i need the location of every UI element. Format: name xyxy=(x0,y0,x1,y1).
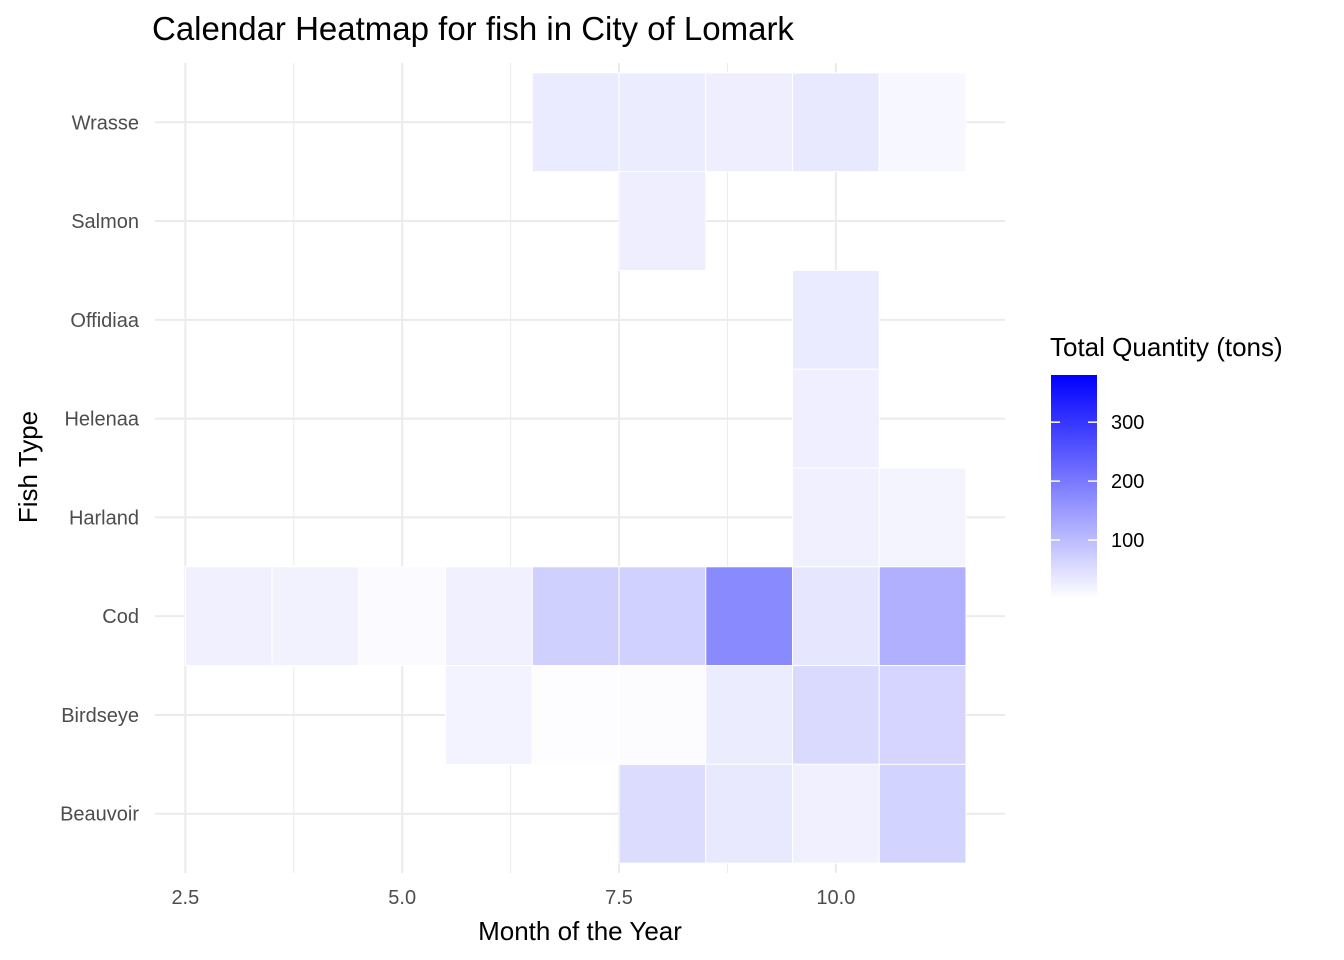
heatmap-cell xyxy=(618,171,707,271)
x-axis-ticks: 2.5 5.0 7.5 10.0 xyxy=(171,887,855,909)
heatmap-cell xyxy=(184,566,273,667)
legend: Total Quantity (tons) 100 200 300 xyxy=(1050,332,1283,599)
y-tick-label: Cod xyxy=(102,606,139,628)
legend-color-bar xyxy=(1051,375,1097,599)
x-tick-label: 2.5 xyxy=(171,887,199,909)
heatmap-cell xyxy=(531,665,620,765)
heatmap-cell xyxy=(358,566,447,667)
heatmap-cell xyxy=(618,566,707,667)
chart-title: Calendar Heatmap for fish in City of Lom… xyxy=(152,10,794,47)
legend-tick-label: 300 xyxy=(1111,412,1144,434)
heatmap-cell xyxy=(792,368,880,469)
heatmap-cell xyxy=(618,665,707,765)
y-tick-label: Birdseye xyxy=(61,705,139,727)
heatmap-cell xyxy=(618,72,707,173)
y-tick-label: Helenaa xyxy=(64,409,139,431)
heatmap-cell xyxy=(878,566,967,667)
heatmap-cell xyxy=(792,467,880,568)
y-tick-label: Wrasse xyxy=(72,112,139,134)
x-axis-title: Month of the Year xyxy=(478,916,682,946)
legend-title: Total Quantity (tons) xyxy=(1050,332,1283,362)
heatmap-cell xyxy=(445,665,533,765)
heatmap-cell xyxy=(531,72,620,173)
x-tick-label: 5.0 xyxy=(388,887,416,909)
x-tick-label: 10.0 xyxy=(816,887,855,909)
heatmap-cell xyxy=(705,566,794,667)
heatmap-cell xyxy=(878,72,967,173)
heatmap-cell xyxy=(792,665,880,765)
heatmap-cell xyxy=(705,72,794,173)
heatmap-cell xyxy=(531,566,620,667)
heatmap-cell xyxy=(792,566,880,667)
y-axis-title: Fish Type xyxy=(13,411,43,523)
heatmap-cell xyxy=(792,269,880,370)
heatmap-cell xyxy=(618,763,707,864)
heatmap-cell xyxy=(878,665,967,765)
y-tick-label: Salmon xyxy=(71,211,139,233)
heatmap-cell xyxy=(878,467,967,568)
y-tick-label: Harland xyxy=(69,507,139,529)
y-tick-label: Beauvoir xyxy=(60,804,139,826)
x-tick-label: 7.5 xyxy=(605,887,633,909)
legend-tick-label: 200 xyxy=(1111,471,1144,493)
heatmap-cell xyxy=(792,72,880,173)
heatmap-cell xyxy=(705,763,794,864)
heatmap-cell xyxy=(271,566,360,667)
legend-ticks: 100 200 300 xyxy=(1051,412,1144,552)
heatmap-cell xyxy=(445,566,533,667)
legend-tick-label: 100 xyxy=(1111,530,1144,552)
heatmap-cell xyxy=(705,665,794,765)
heatmap-cells xyxy=(184,72,967,864)
heatmap-cell xyxy=(878,763,967,864)
heatmap-cell xyxy=(792,763,880,864)
y-tick-label: Offidiaa xyxy=(70,310,139,332)
y-axis-ticks: Beauvoir Birdseye Cod Harland Helenaa Offidia… xyxy=(60,112,140,825)
